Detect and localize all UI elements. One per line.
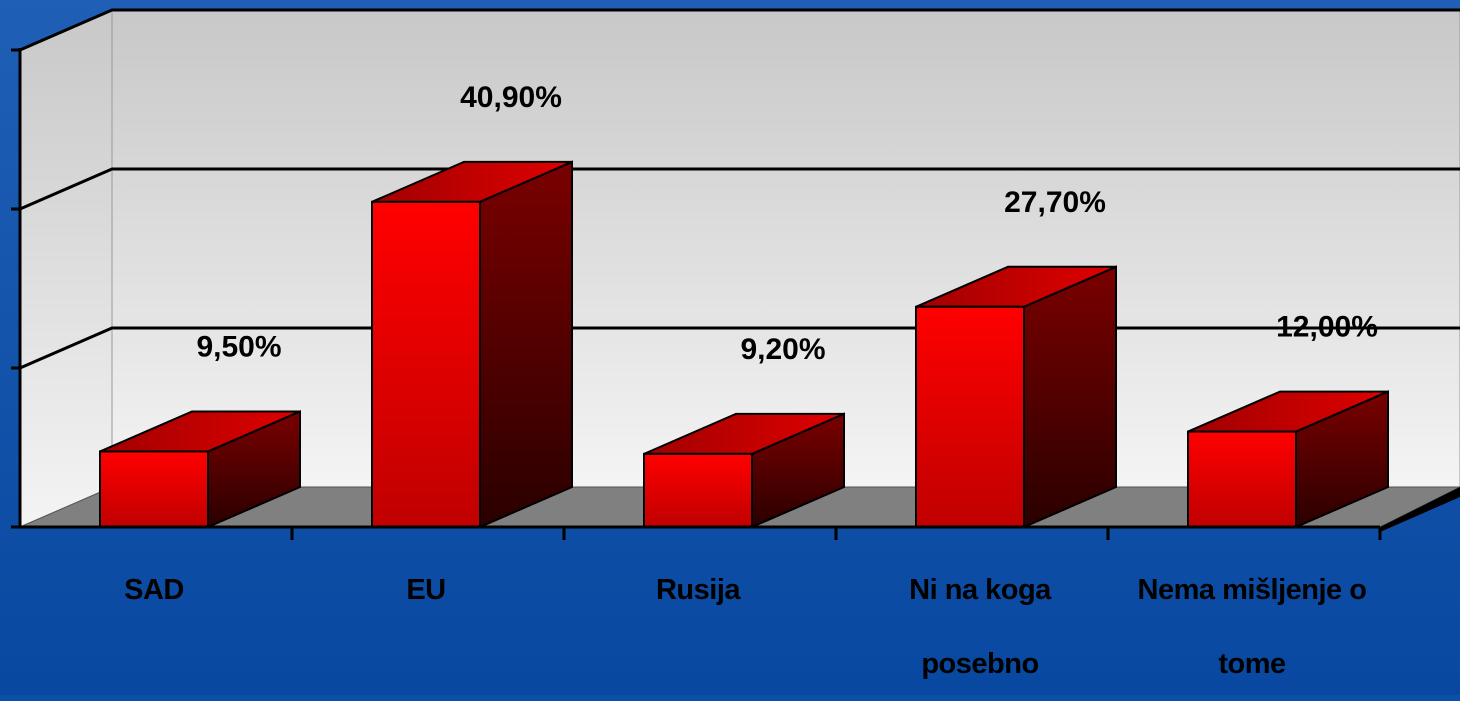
grid-line (19, 8, 1460, 52)
bar (371, 200, 481, 528)
bar (99, 450, 209, 529)
side-wall (19, 9, 113, 528)
data-label: 40,90% (460, 81, 562, 114)
x-tick-label: Ni na koga posebno (909, 574, 1051, 680)
x-tick-label: Nema mišljenje o tome (1137, 574, 1367, 680)
x-tick-label: EU (406, 574, 446, 606)
data-label: 27,70% (1004, 186, 1106, 219)
x-tick-label: Rusija (655, 574, 741, 606)
data-label: 12,00% (1276, 311, 1378, 344)
data-label: 9,20% (740, 333, 825, 366)
bar-side (479, 160, 573, 529)
bar-side (1023, 265, 1117, 529)
bar (643, 452, 753, 528)
bar (1187, 430, 1297, 529)
x-tick-label: SAD (124, 574, 184, 606)
grid-line (19, 167, 1460, 211)
floor-edge (1380, 487, 1460, 532)
bar (915, 305, 1025, 528)
data-label: 9,50% (196, 330, 281, 363)
